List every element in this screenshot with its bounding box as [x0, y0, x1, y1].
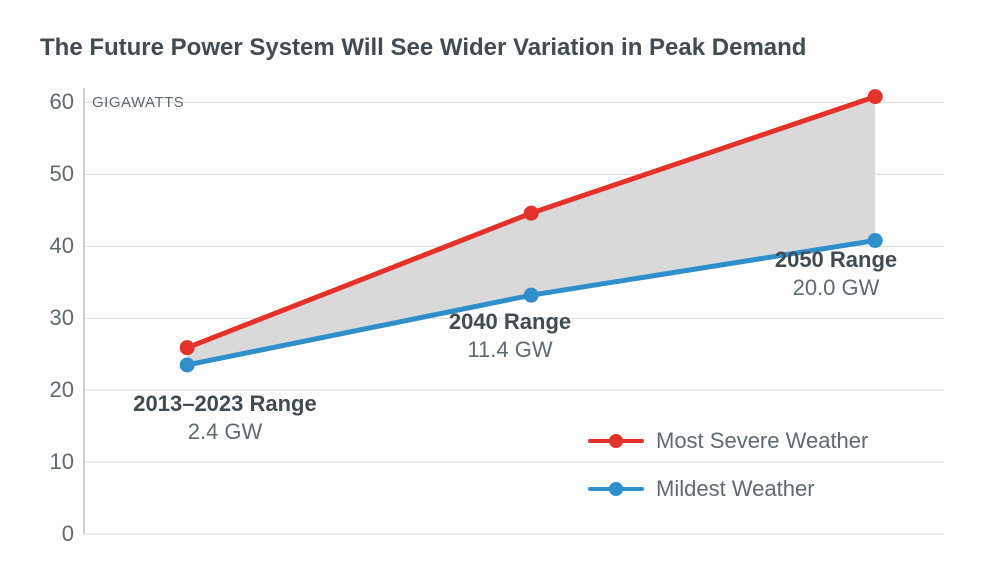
legend-swatch — [588, 434, 644, 448]
y-tick-label: 0 — [62, 521, 74, 547]
y-tick-label: 50 — [50, 161, 74, 187]
y-tick-label: 40 — [50, 233, 74, 259]
severe-series-marker — [524, 206, 538, 220]
legend-item: Most Severe Weather — [588, 428, 868, 454]
y-tick-label: 60 — [50, 89, 74, 115]
y-tick-label: 30 — [50, 305, 74, 331]
annotation-label: 2050 Range — [716, 246, 956, 274]
legend-label: Mildest Weather — [656, 476, 815, 502]
range-annotation: 2013–2023 Range2.4 GW — [105, 390, 345, 445]
legend-dot-icon — [609, 482, 623, 496]
annotation-value: 2.4 GW — [105, 418, 345, 446]
mild-series-marker — [180, 358, 194, 372]
legend-dot-icon — [609, 434, 623, 448]
mild-series-marker — [524, 288, 538, 302]
severe-series-marker — [180, 341, 194, 355]
y-axis-unit-label: GIGAWATTS — [92, 94, 184, 111]
annotation-value: 20.0 GW — [716, 274, 956, 302]
chart-legend: Most Severe Weather Mildest Weather — [588, 428, 868, 524]
range-annotation: 2040 Range11.4 GW — [390, 308, 630, 363]
range-annotation: 2050 Range20.0 GW — [716, 246, 956, 301]
annotation-label: 2040 Range — [390, 308, 630, 336]
severe-series-marker — [868, 90, 882, 104]
annotation-label: 2013–2023 Range — [105, 390, 345, 418]
legend-item: Mildest Weather — [588, 476, 868, 502]
annotation-value: 11.4 GW — [390, 336, 630, 364]
y-tick-label: 20 — [50, 377, 74, 403]
legend-label: Most Severe Weather — [656, 428, 868, 454]
legend-swatch — [588, 482, 644, 496]
y-tick-label: 10 — [50, 449, 74, 475]
